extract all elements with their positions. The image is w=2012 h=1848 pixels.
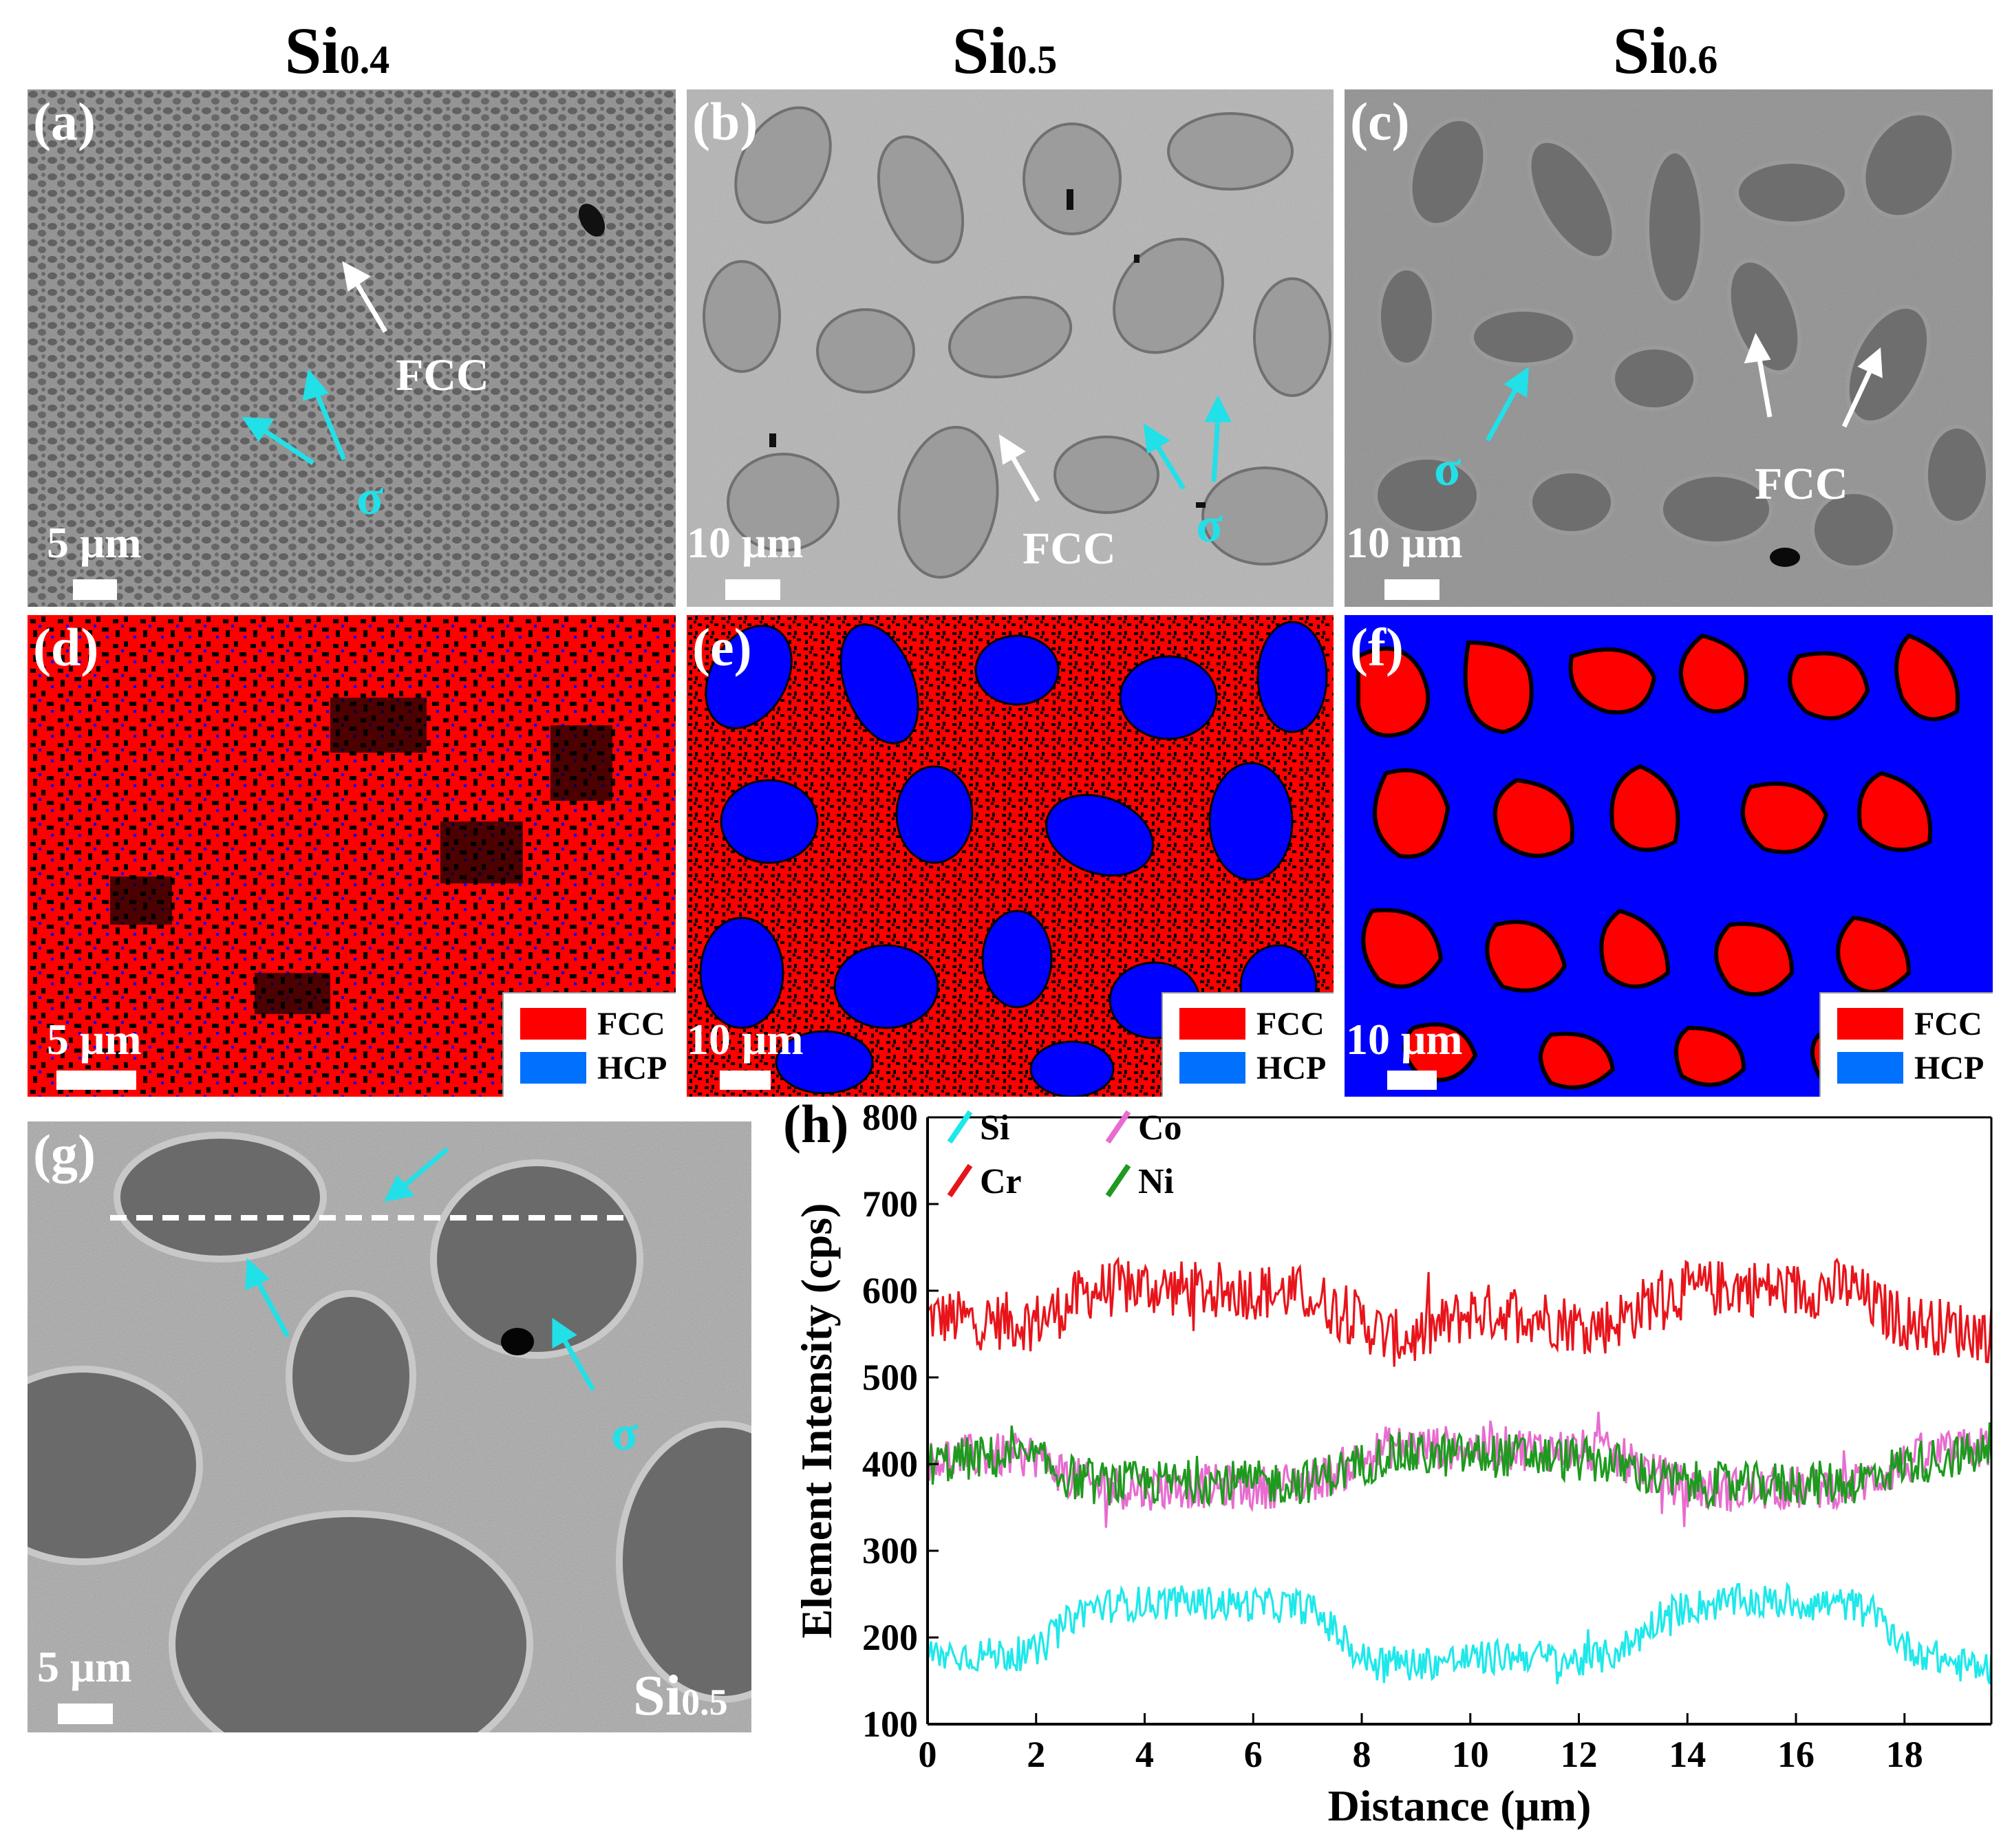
legend-swatch (1179, 1052, 1245, 1084)
legend-label: FCC (1256, 1005, 1325, 1042)
scale-bar-label: 10 μm (687, 1015, 804, 1064)
scale-bar (56, 1071, 136, 1090)
annotation-sigma: σ (1196, 497, 1223, 552)
legend-label: FCC (1914, 1005, 1982, 1042)
scale-bar (1387, 1071, 1437, 1090)
legend-label-ni: Ni (1138, 1162, 1174, 1201)
phase-legend: FCC HCP (502, 992, 676, 1097)
x-tick-label: 14 (1669, 1734, 1706, 1775)
scale-bar-label: 5 μm (47, 1015, 142, 1064)
legend-swatch-ni (1105, 1163, 1131, 1198)
y-tick-label: 200 (862, 1617, 918, 1658)
x-tick-label: 0 (919, 1734, 937, 1775)
scale-bar (725, 579, 780, 600)
panel-b-sem-image: (b) FCC σ 10 μm (687, 89, 1334, 607)
legend-label: HCP (1914, 1049, 1984, 1086)
y-tick-label: 300 (862, 1530, 918, 1571)
scale-bar (720, 1071, 771, 1090)
legend-swatch (1837, 1052, 1903, 1084)
legend-swatch (1837, 1008, 1903, 1040)
phase-legend: FCC HCP (1162, 992, 1334, 1097)
legend-item-hcp: HCP (1179, 1049, 1326, 1087)
x-tick-label: 12 (1561, 1734, 1598, 1775)
series-line-cr (926, 1256, 1993, 1367)
series-line-ni (926, 1422, 1993, 1511)
x-tick-label: 10 (1452, 1734, 1489, 1775)
x-tick-label: 6 (1244, 1734, 1263, 1775)
x-tick-label: 16 (1777, 1734, 1815, 1775)
x-tick-label: 4 (1135, 1734, 1154, 1775)
column-title-si05: Si0.5 (952, 14, 1058, 87)
column-title-si06: Si0.6 (1612, 14, 1718, 87)
y-tick-label: 800 (862, 1097, 918, 1138)
scale-bar-label: 5 μm (47, 518, 142, 567)
legend-swatch (1179, 1008, 1245, 1040)
panel-f-phase-map: (f) 10 μm FCC HCP (1345, 615, 1993, 1097)
series-line-si (926, 1581, 1993, 1685)
legend-item-hcp: HCP (1837, 1049, 1984, 1087)
annotation-fcc: FCC (1755, 459, 1848, 509)
legend-item-fcc: FCC (1837, 1004, 1982, 1043)
legend-item-fcc: FCC (1179, 1004, 1325, 1043)
legend-item-hcp: HCP (520, 1049, 667, 1087)
scale-bar-label: 10 μm (687, 518, 804, 567)
legend-label-cr: Cr (980, 1162, 1022, 1201)
annotation-fcc: FCC (1023, 524, 1116, 574)
panel-a-sem-image: (a) FCC σ 5 μm (28, 89, 676, 607)
y-tick-label: 400 (862, 1443, 918, 1485)
legend-label-si: Si (980, 1108, 1009, 1148)
phase-legend: FCC HCP (1819, 992, 1993, 1097)
sample-label: Si0.5 (633, 1664, 728, 1728)
panel-g-sem-linescan: (g) σ 5 μm Si0.5 (28, 1121, 751, 1732)
annotation-sigma: σ (611, 1406, 639, 1461)
panel-e-phase-map: (e) 10 μm FCC HCP (687, 615, 1334, 1097)
column-title-si04: Si0.4 (284, 14, 390, 87)
legend-label-co: Co (1138, 1108, 1182, 1148)
panel-label: (f) (1350, 617, 1404, 677)
panel-c-sem-image: (c) σ FCC 10 μm (1345, 89, 1993, 607)
panel-label: (c) (1350, 92, 1410, 151)
scale-bar-label: 10 μm (1346, 518, 1463, 567)
legend-swatch-co (1105, 1110, 1131, 1144)
y-tick-label: 100 (862, 1704, 918, 1745)
legend-swatch (520, 1008, 586, 1040)
x-axis-title: Distance (μm) (1328, 1781, 1592, 1830)
annotation-sigma: σ (356, 470, 384, 525)
legend-label: FCC (597, 1005, 665, 1042)
panel-d-phase-map: (d) 5 μm FCC HCP (28, 615, 676, 1097)
annotation-fcc: FCC (396, 350, 489, 400)
scale-bar-label: 5 μm (37, 1642, 132, 1691)
legend-swatch-cr (947, 1163, 973, 1198)
legend-swatch-si (947, 1110, 973, 1144)
panel-label: (d) (33, 617, 99, 677)
legend-swatch (520, 1052, 586, 1084)
annotation-sigma: σ (1434, 441, 1462, 496)
y-tick-label: 600 (862, 1270, 918, 1311)
legend-item-fcc: FCC (520, 1004, 665, 1043)
y-tick-label: 500 (862, 1357, 918, 1398)
legend-label: HCP (1256, 1049, 1327, 1086)
x-tick-label: 2 (1027, 1734, 1045, 1775)
y-tick-label: 700 (862, 1183, 918, 1225)
panel-h-linescan-chart: (h) 0 2 4 6 8 10 12 14 16 18 100 200 300 400 500 600 700 8… (783, 1094, 1993, 1830)
y-axis-title: Element Intensity (cps) (792, 1203, 841, 1639)
panel-label: (g) (33, 1124, 96, 1183)
legend-label: HCP (597, 1049, 667, 1086)
scale-bar (73, 579, 117, 600)
panel-label: (e) (692, 617, 752, 677)
panel-label: (b) (692, 92, 758, 151)
panel-label: (h) (783, 1094, 848, 1154)
scale-bar-label: 10 μm (1346, 1015, 1463, 1064)
x-tick-label: 18 (1886, 1734, 1923, 1775)
scale-bar (1384, 579, 1440, 600)
scale-bar (58, 1704, 113, 1724)
panel-label: (a) (33, 92, 96, 151)
x-tick-label: 8 (1353, 1734, 1371, 1775)
